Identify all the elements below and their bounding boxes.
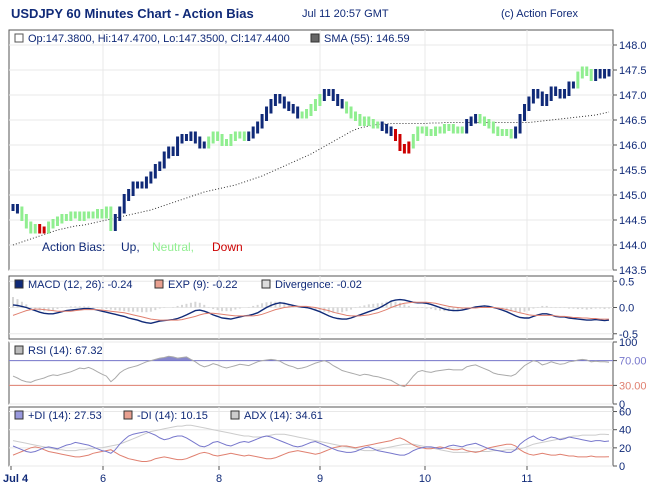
- price-tick-label: 144.5: [619, 215, 647, 227]
- rsi-tick-label: 30.00: [619, 380, 647, 392]
- macd-legend: MACD (12, 26): -0.24: [28, 279, 133, 291]
- exp-legend-swatch: [154, 279, 164, 289]
- x-tick-label: 11: [521, 473, 532, 485]
- chart-header: USDJPY 60 Minutes Chart - Action Bias Ju…: [0, 0, 650, 30]
- rsi-overbought-fill: [13, 356, 609, 361]
- action-bias-neutral: Neutral,: [152, 240, 194, 254]
- adx-line: [12, 424, 610, 453]
- exp-legend: EXP (9): -0.22: [168, 279, 238, 291]
- minus-di-line: [12, 437, 610, 462]
- x-tick-label: 10: [419, 473, 431, 485]
- rsi-line: [12, 355, 610, 388]
- copyright: (c) Action Forex: [501, 8, 579, 20]
- price-tick-label: 146.0: [619, 140, 647, 152]
- plus-di-legend: +DI (14): 27.53: [28, 410, 102, 422]
- plus-di-legend-swatch: [14, 410, 24, 420]
- x-tick-label: Jul 4: [3, 473, 29, 485]
- macd-line: [12, 298, 610, 325]
- rsi-tick-label: 0: [619, 399, 625, 411]
- adx-legend-swatch: [230, 410, 240, 420]
- price-tick-label: 146.5: [619, 115, 647, 127]
- action-bias-down: Down: [212, 240, 243, 254]
- sma-line: [12, 111, 610, 246]
- macd-legend-swatch: [14, 279, 24, 289]
- divergence-legend: Divergence: -0.02: [275, 279, 362, 291]
- dmi-tick-label: 40: [619, 425, 631, 437]
- x-tick-label: 9: [317, 473, 323, 485]
- divergence-legend-swatch: [261, 279, 271, 289]
- price-tick-label: 143.5: [619, 265, 647, 277]
- plus-di-line: [12, 430, 610, 456]
- dmi-tick-label: 20: [619, 443, 631, 455]
- price-tick-label: 144.0: [619, 240, 647, 252]
- price-tick-label: 147.0: [619, 90, 647, 102]
- rsi-tick-label: 100: [619, 337, 637, 349]
- chart-title: USDJPY 60 Minutes Chart - Action Bias: [11, 6, 254, 21]
- price-tick-label: 145.0: [619, 190, 647, 202]
- ohlc-legend-swatch: [14, 33, 24, 43]
- sma-legend: SMA (55): 146.59: [324, 33, 410, 45]
- macd-tick-label: 0.5: [619, 276, 634, 288]
- x-tick-label: 8: [216, 473, 222, 485]
- dmi-tick-label: 0: [619, 461, 625, 473]
- rsi-legend: RSI (14): 67.32: [28, 345, 103, 357]
- rsi-legend-swatch: [14, 345, 24, 355]
- sma-legend-swatch: [310, 33, 320, 43]
- exp-line: [12, 301, 609, 321]
- ohlc-legend: Op:147.3800, Hi:147.4700, Lo:147.3500, C…: [28, 33, 290, 45]
- macd-tick-label: -0.5: [619, 329, 638, 341]
- panel-frame-2: [8, 341, 614, 405]
- panel-frame-0: [8, 29, 614, 271]
- rsi-tick-label: 70.00: [619, 356, 647, 368]
- x-tick-label: 6: [100, 473, 106, 485]
- panel-frame-3: [8, 406, 614, 467]
- minus-di-legend: -DI (14): 10.15: [137, 410, 208, 422]
- price-tick-label: 148.0: [619, 40, 647, 52]
- price-tick-label: 147.5: [619, 65, 647, 77]
- price-tick-label: 145.5: [619, 165, 647, 177]
- macd-tick-label: 0.0: [619, 303, 634, 315]
- minus-di-legend-swatch: [123, 410, 133, 420]
- action-bias-up: Up,: [121, 240, 140, 254]
- dmi-tick-label: 60: [619, 407, 631, 419]
- action-bias-label: Action Bias:: [42, 240, 105, 254]
- adx-legend: ADX (14): 34.61: [244, 410, 323, 422]
- timestamp: Jul 11 20:57 GMT: [302, 8, 389, 20]
